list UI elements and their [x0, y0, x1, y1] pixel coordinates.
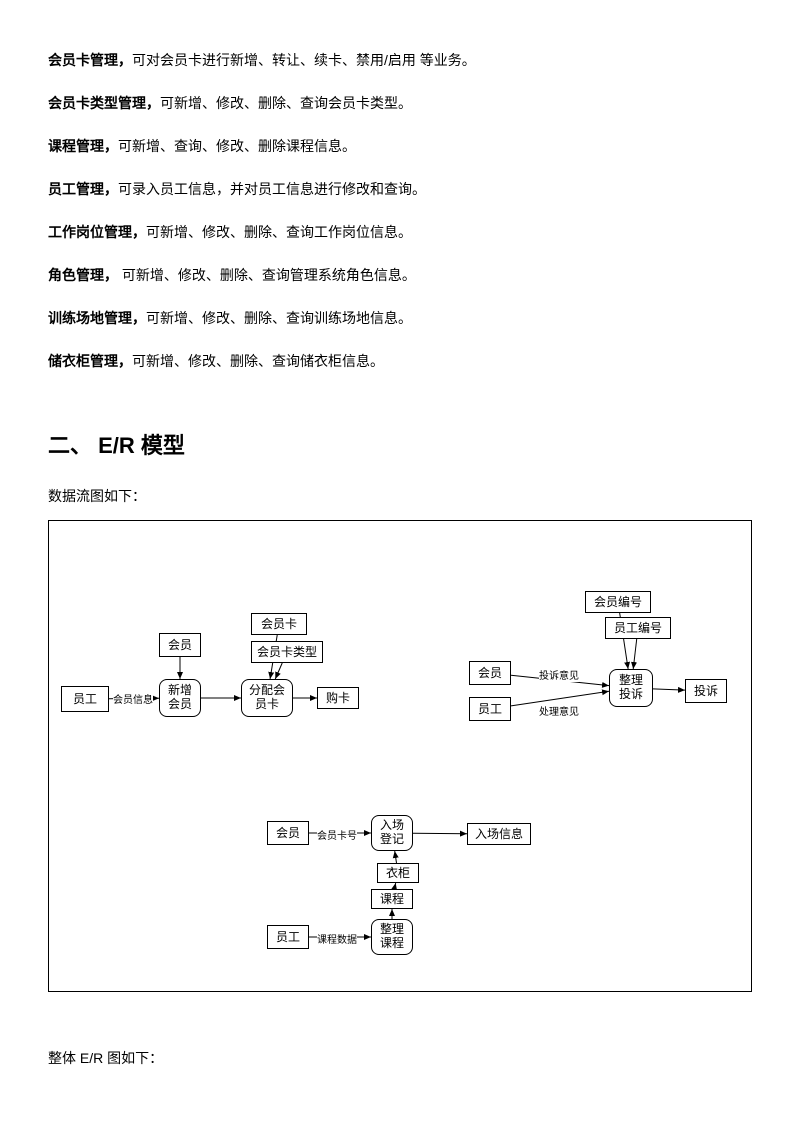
feature-desc: 可新增、修改、删除、查询会员卡类型。	[160, 95, 412, 111]
feature-title: 会员卡类型管理，	[48, 95, 160, 111]
diagram-caption: 数据流图如下：	[48, 486, 752, 506]
flow-node-addMem: 新增会员	[159, 679, 201, 717]
edge-label: 处理意见	[539, 703, 579, 718]
flow-node-mem3: 会员	[267, 821, 309, 845]
flow-node-mem2: 会员	[469, 661, 511, 685]
edge-label: 会员卡号	[317, 827, 357, 842]
flow-node-handle: 整理投诉	[609, 669, 653, 707]
flow-node-einfo: 入场信息	[467, 823, 531, 845]
er-caption: 整体 E/R 图如下：	[48, 1048, 752, 1068]
feature-desc: 可对会员卡进行新增、转让、续卡、禁用/启用 等业务。	[132, 52, 476, 68]
flow-node-emp1: 员工	[61, 686, 109, 712]
flow-node-buy: 购卡	[317, 687, 359, 709]
feature-title: 工作岗位管理，	[48, 224, 146, 240]
flow-node-emp3: 员工	[267, 925, 309, 949]
flow-node-ctype: 会员卡类型	[251, 641, 323, 663]
feature-desc: 可录入员工信息，并对员工信息进行修改和查询。	[118, 181, 426, 197]
feature-desc: 可新增、修改、删除、查询储衣柜信息。	[132, 353, 384, 369]
feature-title: 储衣柜管理，	[48, 353, 132, 369]
feature-list: 会员卡管理，可对会员卡进行新增、转让、续卡、禁用/启用 等业务。 会员卡类型管理…	[48, 50, 752, 372]
edge-label: 课程数据	[317, 931, 357, 946]
section-heading: 二、 E/R 模型	[48, 428, 752, 460]
flow-node-mnum: 会员编号	[585, 591, 651, 613]
edge-label: 会员信息	[113, 691, 153, 706]
feature-title: 角色管理，	[48, 267, 118, 283]
feature-desc: 可新增、查询、修改、删除课程信息。	[118, 138, 356, 154]
flow-node-org: 整理课程	[371, 919, 413, 955]
feature-desc: 可新增、修改、删除、查询管理系统角色信息。	[118, 267, 416, 283]
flow-node-enum: 员工编号	[605, 617, 671, 639]
feature-desc: 可新增、修改、删除、查询训练场地信息。	[146, 310, 412, 326]
feature-title: 会员卡管理，	[48, 52, 132, 68]
feature-title: 训练场地管理，	[48, 310, 146, 326]
feature-desc: 可新增、修改、删除、查询工作岗位信息。	[146, 224, 412, 240]
flow-node-locker: 衣柜	[377, 863, 419, 883]
edge-label: 投诉意见	[539, 667, 579, 682]
flow-node-card: 会员卡	[251, 613, 307, 635]
flow-node-comp: 投诉	[685, 679, 727, 703]
flow-node-entry: 入场登记	[371, 815, 413, 851]
flow-node-member: 会员	[159, 633, 201, 657]
dataflow-diagram: 会员信息投诉意见处理意见会员卡号课程数据员工新增会员会员分配会员卡会员卡会员卡类…	[48, 520, 752, 992]
flow-node-course: 课程	[371, 889, 413, 909]
feature-title: 员工管理，	[48, 181, 118, 197]
flow-node-assign: 分配会员卡	[241, 679, 293, 717]
feature-title: 课程管理，	[48, 138, 118, 154]
flow-node-emp2: 员工	[469, 697, 511, 721]
